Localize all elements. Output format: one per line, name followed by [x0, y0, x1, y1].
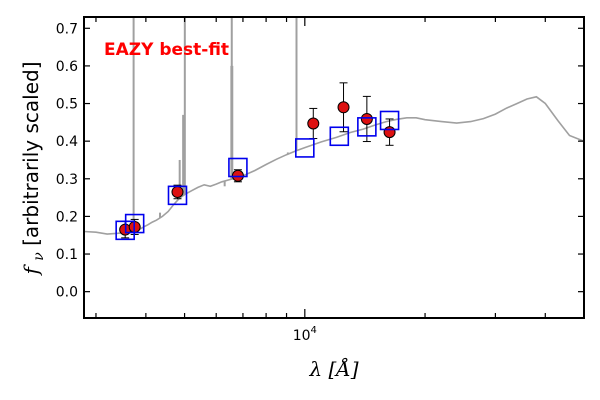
- annotation: EAZY best-fit: [104, 40, 229, 60]
- model-box: [357, 117, 377, 137]
- x-axis-symbol: λ: [308, 357, 322, 381]
- ticks-layer: [84, 17, 584, 318]
- observed-point: [383, 126, 396, 139]
- model-boxes-layer: [115, 110, 400, 241]
- emission-lines-layer: [132, 17, 298, 232]
- error-bar-layer: [121, 82, 394, 239]
- y-tick-label: 0.7: [56, 21, 78, 37]
- y-tick-label: 0.2: [56, 209, 78, 225]
- x-axis-label: λ [Å]: [308, 356, 358, 381]
- y-tick-label: 0.0: [56, 285, 78, 301]
- plot-frame: [83, 16, 585, 319]
- x-axis-unit: [Å]: [328, 356, 358, 381]
- y-axis-label: f ν [arbitrarily scaled]: [19, 61, 48, 276]
- x-tick-label: 104: [293, 325, 317, 344]
- model-box: [167, 185, 188, 206]
- model-box: [124, 213, 145, 234]
- y-axis-label-group: f ν [arbitrarily scaled]: [19, 61, 48, 276]
- model-box: [329, 126, 350, 147]
- model-box: [379, 110, 400, 131]
- y-tick-labels: 0.0 0.1 0.2 0.3 0.4 0.5 0.6 0.7: [56, 21, 78, 300]
- model-box: [295, 138, 315, 158]
- observed-point: [360, 112, 373, 125]
- observed-point: [171, 185, 184, 198]
- y-tick-label: 0.4: [56, 134, 78, 150]
- observed-point: [307, 117, 320, 130]
- sed-layer: [83, 95, 585, 235]
- y-axis-symbol: f: [19, 264, 43, 277]
- model-box: [228, 157, 248, 178]
- y-tick-label: 0.1: [56, 247, 78, 263]
- y-tick-label: 0.5: [56, 97, 78, 113]
- observed-point: [337, 101, 350, 114]
- y-tick-label: 0.6: [56, 59, 78, 75]
- y-axis-text: [arbitrarily scaled]: [19, 61, 43, 245]
- y-axis-subscript: ν: [31, 252, 47, 261]
- y-tick-label: 0.3: [56, 172, 78, 188]
- x-tick-labels: 104: [293, 325, 317, 344]
- sed-curve: [83, 95, 585, 235]
